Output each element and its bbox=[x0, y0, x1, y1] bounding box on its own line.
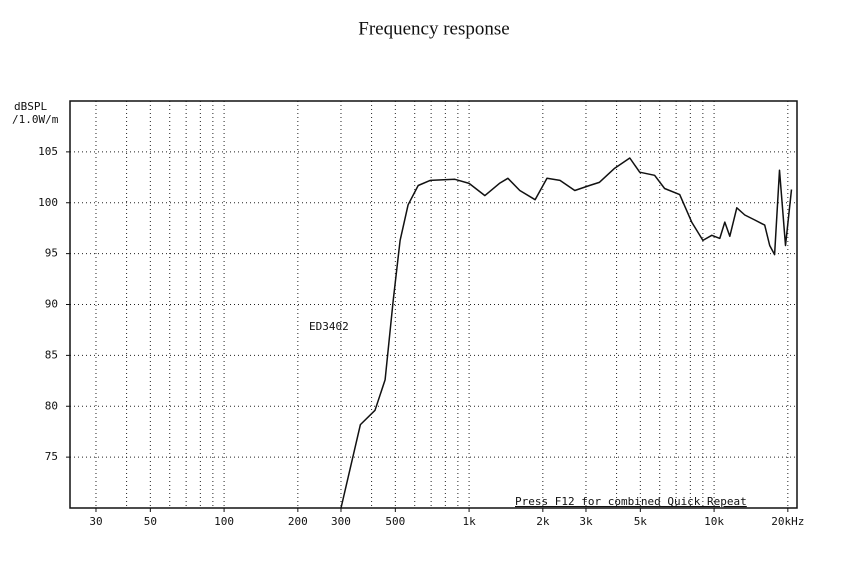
x-tick-label: 2k bbox=[536, 515, 550, 528]
x-tick-label: 10k bbox=[704, 515, 724, 528]
x-tick-label: 200 bbox=[288, 515, 308, 528]
y-tick-label: 100 bbox=[38, 196, 58, 209]
chart-title: Frequency response bbox=[358, 18, 509, 39]
x-tick-label: 3k bbox=[579, 515, 593, 528]
response-curve bbox=[340, 157, 793, 509]
x-tick-label: 50 bbox=[144, 515, 157, 528]
y-tick-label: 75 bbox=[45, 450, 58, 463]
x-tick-label: 20kHz bbox=[771, 515, 804, 528]
x-tick-label: 300 bbox=[331, 515, 351, 528]
y-tick-label: 80 bbox=[45, 399, 58, 412]
x-tick-label: 5k bbox=[634, 515, 648, 528]
x-tick-label: 1k bbox=[462, 515, 476, 528]
y-tick-label: 105 bbox=[38, 145, 58, 158]
y-tick-label: 85 bbox=[45, 348, 58, 361]
y-tick-label: 95 bbox=[45, 247, 58, 260]
y-tick-label: 90 bbox=[45, 298, 58, 311]
y-axis-label: dBSPL bbox=[14, 100, 47, 113]
plot-frame bbox=[69, 100, 798, 509]
x-tick-label: 100 bbox=[214, 515, 234, 528]
y-axis-label: /1.0W/m bbox=[12, 113, 59, 126]
x-tick-label: 500 bbox=[385, 515, 405, 528]
status-text: Press F12 for combined Quick Repeat bbox=[515, 495, 747, 508]
annotation: ED3402 bbox=[309, 320, 349, 333]
x-tick-label: 30 bbox=[89, 515, 102, 528]
